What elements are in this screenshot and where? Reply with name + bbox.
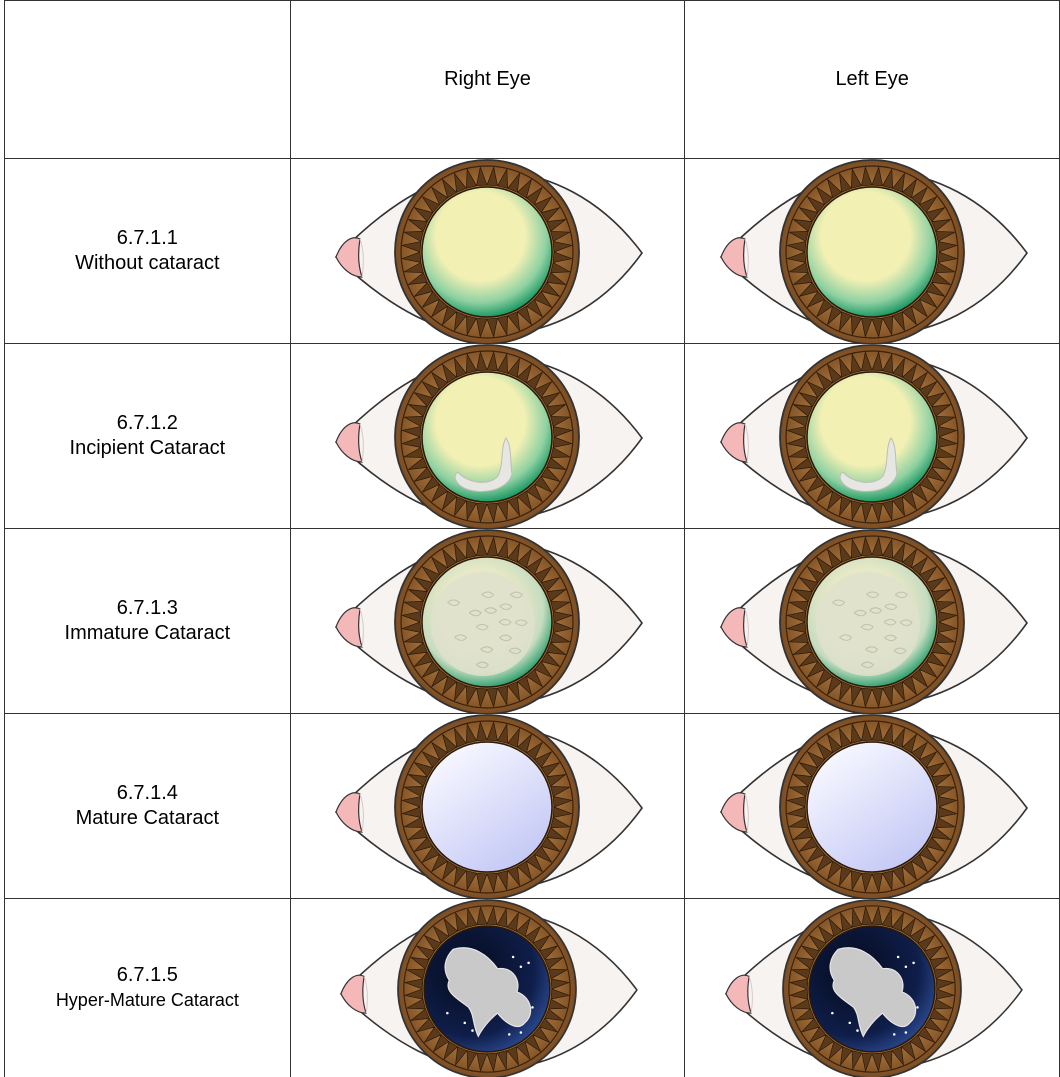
left-eye-illustration	[707, 899, 1037, 1077]
stage-name: Immature Cataract	[5, 621, 290, 646]
cataract-stage-table: Right Eye Left Eye 6.7.1.1 Without catar…	[4, 0, 1060, 1077]
stage-name: Without cataract	[5, 251, 290, 276]
right-eye-illustration	[322, 529, 652, 713]
stage-row: 6.7.1.1 Without cataract	[5, 159, 1060, 344]
caruncle	[341, 975, 366, 1013]
right-eye-cell	[290, 529, 685, 714]
left-eye-illustration	[707, 714, 1037, 898]
left-eye-cell	[685, 714, 1060, 899]
stage-code: 6.7.1.3	[5, 596, 290, 621]
header-right-eye: Right Eye	[290, 1, 685, 159]
stage-name: Incipient Cataract	[5, 436, 290, 461]
caruncle	[336, 238, 362, 277]
stage-code: 6.7.1.1	[5, 226, 290, 251]
caruncle	[721, 423, 747, 462]
right-eye-illustration	[322, 899, 652, 1077]
caruncle	[726, 975, 751, 1013]
caruncle	[721, 238, 747, 277]
header-row: Right Eye Left Eye	[5, 1, 1060, 159]
stage-code: 6.7.1.5	[5, 963, 290, 988]
left-eye-cell	[685, 529, 1060, 714]
stage-name: Hyper-Mature Cataract	[5, 988, 290, 1013]
left-eye-illustration	[707, 529, 1037, 713]
left-eye-cell	[685, 899, 1060, 1077]
stage-code: 6.7.1.4	[5, 781, 290, 806]
right-eye-illustration	[322, 344, 652, 528]
stage-row: 6.7.1.4 Mature Cataract	[5, 714, 1060, 899]
right-eye-cell	[290, 159, 685, 344]
caruncle	[336, 793, 362, 832]
left-eye-illustration	[707, 344, 1037, 528]
stage-label-cell: 6.7.1.4 Mature Cataract	[5, 714, 291, 899]
stage-label-cell: 6.7.1.3 Immature Cataract	[5, 529, 291, 714]
left-eye-illustration	[707, 159, 1037, 343]
lens	[807, 187, 937, 317]
stage-name: Mature Cataract	[5, 806, 290, 831]
stage-label-cell: 6.7.1.1 Without cataract	[5, 159, 291, 344]
right-eye-cell	[290, 899, 685, 1077]
right-eye-illustration	[322, 159, 652, 343]
stage-code: 6.7.1.2	[5, 411, 290, 436]
right-eye-cell	[290, 344, 685, 529]
left-eye-cell	[685, 159, 1060, 344]
right-eye-cell	[290, 714, 685, 899]
stage-row: 6.7.1.5 Hyper-Mature Cataract	[5, 899, 1060, 1077]
caruncle	[721, 793, 747, 832]
left-eye-cell	[685, 344, 1060, 529]
stage-label-cell: 6.7.1.5 Hyper-Mature Cataract	[5, 899, 291, 1077]
caruncle	[721, 608, 747, 647]
header-left-eye: Left Eye	[685, 1, 1060, 159]
lens	[422, 187, 552, 317]
lens	[807, 742, 937, 872]
caruncle	[336, 608, 362, 647]
lens	[422, 742, 552, 872]
header-corner-cell	[5, 1, 291, 159]
stage-row: 6.7.1.2 Incipient Cataract	[5, 344, 1060, 529]
stage-label-cell: 6.7.1.2 Incipient Cataract	[5, 344, 291, 529]
caruncle	[336, 423, 362, 462]
right-eye-illustration	[322, 714, 652, 898]
stage-row: 6.7.1.3 Immature Cataract	[5, 529, 1060, 714]
